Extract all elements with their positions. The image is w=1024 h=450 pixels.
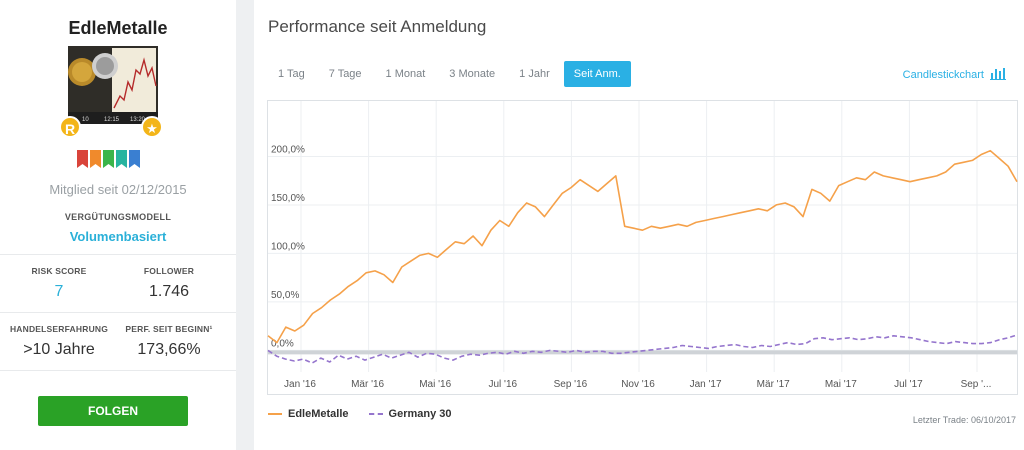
achievement-flags xyxy=(77,150,140,168)
candlestick-chart-link[interactable]: Candlestickchart xyxy=(903,67,1006,83)
tab-timeframe[interactable]: 1 Jahr xyxy=(519,68,550,80)
bar-chart-icon xyxy=(990,67,1006,83)
chart-frame xyxy=(267,100,1018,395)
experience-value: >10 Jahre xyxy=(23,341,95,358)
perf-since-start-label: PERF. SEIT BEGINN¹ xyxy=(125,324,213,334)
legend-label: EdleMetalle xyxy=(288,408,349,420)
tab-timeframe[interactable]: 1 Tag xyxy=(278,68,305,80)
tab-timeframe[interactable]: 3 Monate xyxy=(449,68,496,80)
performance-panel: Performance seit Anmeldung 1 Tag 7 Tage 1 … xyxy=(254,0,1024,450)
achievement-flag xyxy=(103,150,114,168)
perf-since-start-value: 173,66% xyxy=(137,341,201,358)
timeframe-tabs: 1 Tag 7 Tage 1 Monat 3 Monate 1 Jahr Seit Anm… xyxy=(268,61,635,87)
compensation-value: Volumenbasiert xyxy=(69,229,167,244)
y-tick-label: 200,0% xyxy=(271,144,305,155)
avatar[interactable]: 10 12:15 13:20 xyxy=(68,46,158,124)
star-icon: ★ xyxy=(141,116,163,138)
compensation-label: VERGÜTUNGSMODELL xyxy=(64,212,172,222)
y-tick-label: 50,0% xyxy=(271,290,299,301)
x-tick-label: Mai '16 xyxy=(419,379,451,390)
follower-value: 1.746 xyxy=(148,283,190,300)
legend-item-index[interactable]: Germany 30 xyxy=(368,408,452,420)
x-tick-label: Jan '16 xyxy=(284,379,316,390)
y-tick-label: 100,0% xyxy=(271,241,305,252)
trader-profile-card: EdleMetalle 10 12:15 13:20 R ★ Mitglied … xyxy=(0,0,236,450)
divider xyxy=(0,312,236,313)
x-tick-label: Jan '17 xyxy=(690,379,722,390)
experience-label: HANDELSERFAHRUNG xyxy=(9,324,109,334)
avatar-tick-3: 13:20 xyxy=(130,117,146,123)
legend-dash-icon xyxy=(368,413,383,415)
performance-chart[interactable]: 0,0% 50,0% 100,0% 150,0% 200,0% Jan '16 Mär '1… xyxy=(267,100,1018,395)
risk-score-label: RISK SCORE xyxy=(31,266,87,276)
performance-chart-svg: 0,0% 50,0% 100,0% 150,0% 200,0% Jan '16 Mär '1… xyxy=(267,100,1018,395)
member-since: Mitglied seit 02/12/2015 xyxy=(49,182,187,197)
x-tick-label: Sep '... xyxy=(961,379,992,390)
tab-timeframe[interactable]: 7 Tage xyxy=(328,68,362,80)
series-line-germany-30 xyxy=(267,334,1018,364)
panel-title: Performance seit Anmeldung xyxy=(268,17,487,36)
x-tick-label: Jul '17 xyxy=(894,379,923,390)
legend-line-icon xyxy=(268,413,282,415)
x-tick-label: Sep '16 xyxy=(554,379,588,390)
achievement-flag xyxy=(90,150,101,168)
trader-name[interactable]: EdleMetalle xyxy=(68,18,168,38)
x-tick-label: Mär '17 xyxy=(757,379,790,390)
x-tick-label: Mai '17 xyxy=(825,379,857,390)
follower-label: FOLLOWER xyxy=(143,266,195,276)
achievement-flag xyxy=(116,150,127,168)
achievement-flag xyxy=(129,150,140,168)
series-line-edlemetalle xyxy=(267,149,1018,344)
divider xyxy=(0,254,236,255)
last-trade-date: Letzter Trade: 06/10/2017 xyxy=(912,415,1016,425)
tab-timeframe[interactable]: Seit Anm. xyxy=(563,61,631,87)
achievement-flag xyxy=(77,150,88,168)
x-tick-label: Jul '16 xyxy=(489,379,518,390)
y-tick-label: 0,0% xyxy=(271,338,294,349)
avatar-tick-2: 12:15 xyxy=(104,117,120,123)
legend-item-trader[interactable]: EdleMetalle xyxy=(268,408,349,420)
legend-label: Germany 30 xyxy=(388,408,452,420)
risk-score-value: 7 xyxy=(54,283,64,300)
candlestick-label: Candlestickchart xyxy=(902,69,984,81)
tab-timeframe[interactable]: 1 Monat xyxy=(385,68,426,80)
x-tick-label: Mär '16 xyxy=(351,379,384,390)
y-tick-label: 150,0% xyxy=(271,193,305,204)
rating-badge: R xyxy=(59,116,81,138)
follow-button[interactable]: FOLGEN xyxy=(38,396,188,426)
chart-legend: EdleMetalle Germany 30 xyxy=(268,408,472,420)
x-tick-label: Nov '16 xyxy=(621,379,655,390)
divider xyxy=(0,370,236,371)
avatar-tick-1: 10 xyxy=(82,117,89,123)
